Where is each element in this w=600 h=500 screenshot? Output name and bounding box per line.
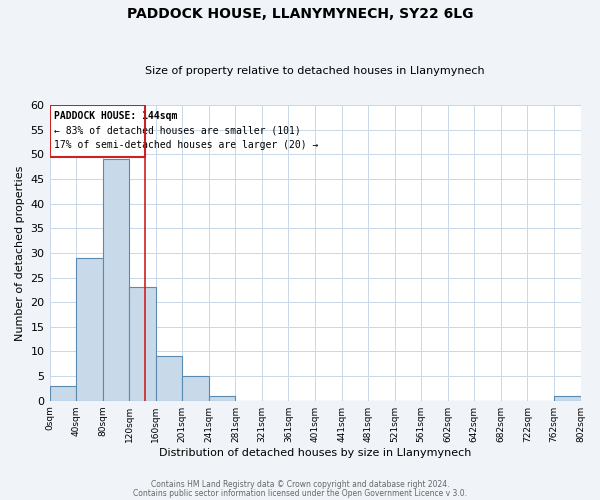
Text: ← 83% of detached houses are smaller (101): ← 83% of detached houses are smaller (10… bbox=[53, 126, 300, 136]
Bar bbox=[554, 396, 581, 400]
Bar bbox=[50, 386, 76, 400]
Text: Contains HM Land Registry data © Crown copyright and database right 2024.: Contains HM Land Registry data © Crown c… bbox=[151, 480, 449, 489]
X-axis label: Distribution of detached houses by size in Llanymynech: Distribution of detached houses by size … bbox=[159, 448, 471, 458]
Bar bbox=[103, 160, 129, 400]
Text: 17% of semi-detached houses are larger (20) →: 17% of semi-detached houses are larger (… bbox=[53, 140, 318, 150]
Text: Contains public sector information licensed under the Open Government Licence v : Contains public sector information licen… bbox=[133, 489, 467, 498]
Bar bbox=[129, 288, 156, 401]
Bar bbox=[76, 258, 103, 400]
Y-axis label: Number of detached properties: Number of detached properties bbox=[15, 165, 25, 340]
Title: Size of property relative to detached houses in Llanymynech: Size of property relative to detached ho… bbox=[145, 66, 485, 76]
Bar bbox=[50, 105, 145, 157]
Text: PADDOCK HOUSE, LLANYMYNECH, SY22 6LG: PADDOCK HOUSE, LLANYMYNECH, SY22 6LG bbox=[127, 8, 473, 22]
Text: PADDOCK HOUSE: 144sqm: PADDOCK HOUSE: 144sqm bbox=[53, 111, 177, 121]
Bar bbox=[182, 376, 209, 400]
Bar bbox=[209, 396, 235, 400]
Bar bbox=[156, 356, 182, 401]
